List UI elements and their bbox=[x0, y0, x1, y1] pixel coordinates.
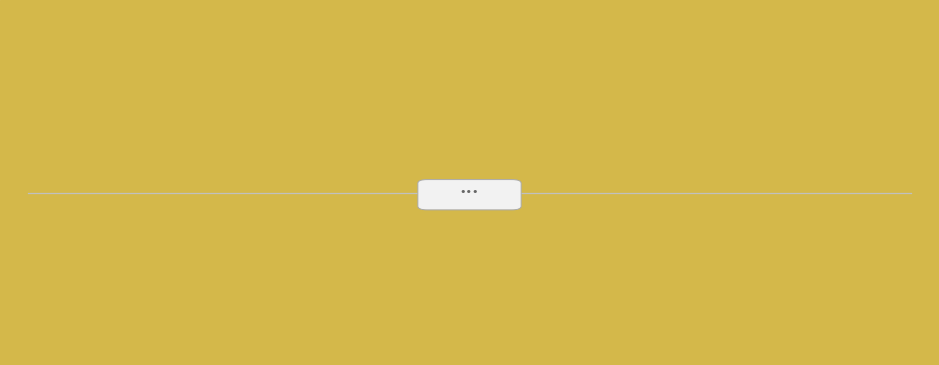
Text: (Round to three decimal places as needed.): (Round to three decimal places as needed… bbox=[33, 323, 384, 338]
Text: ▲: ▲ bbox=[25, 141, 31, 150]
Text: 6+x²: 6+x² bbox=[351, 112, 391, 127]
Bar bbox=[0, 193, 939, 365]
Text: a.: a. bbox=[33, 217, 50, 232]
Text: •••: ••• bbox=[460, 187, 479, 197]
Text: million.: million. bbox=[590, 268, 654, 283]
Text: b. 3 to 3.25: b. 3 to 3.25 bbox=[291, 174, 395, 189]
Bar bbox=[0, 0, 939, 193]
Text: a. 1 to 1.5: a. 1 to 1.5 bbox=[85, 174, 166, 189]
Text: x.: x. bbox=[45, 138, 60, 153]
FancyBboxPatch shape bbox=[559, 252, 582, 300]
Text: Between 1 and 1.5 hours, the population of bacteria changes by: Between 1 and 1.5 hours, the population … bbox=[33, 268, 557, 283]
Text: 35x: 35x bbox=[356, 50, 386, 66]
Text: . Use the differential to approximate the changes in population for the followin: . Use the differential to approximate th… bbox=[400, 80, 939, 95]
Text: Use the differential to approximate the change in population for x = 1 to 1.5.: Use the differential to approximate the … bbox=[50, 217, 672, 232]
